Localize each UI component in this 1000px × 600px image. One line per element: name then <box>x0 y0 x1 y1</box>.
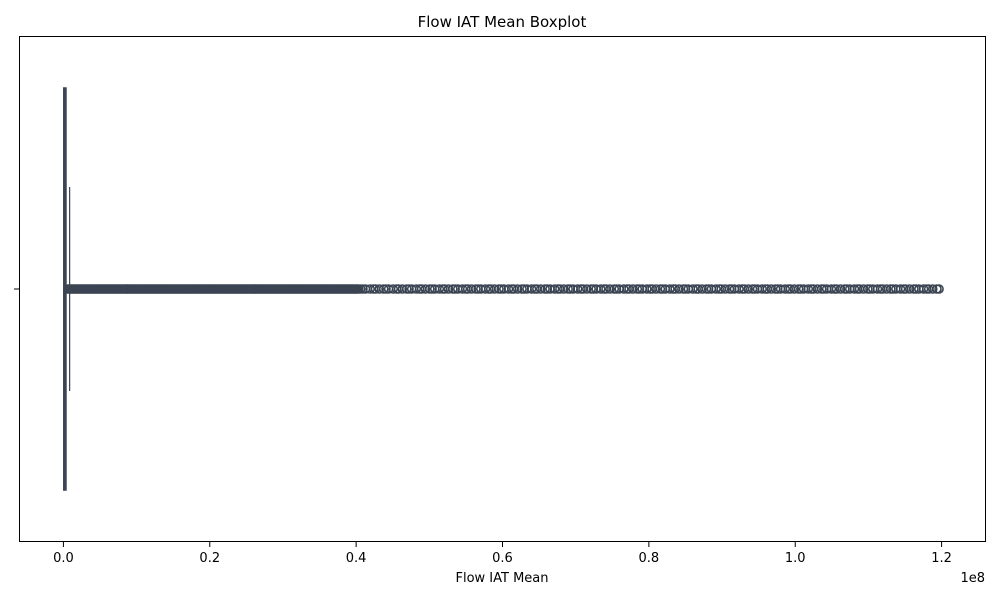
outlier-point <box>858 284 869 294</box>
outlier-point <box>895 284 906 294</box>
outlier-point <box>397 284 408 294</box>
outlier-points <box>63 284 944 294</box>
outlier-point <box>443 284 454 294</box>
outlier-point <box>374 284 385 294</box>
x-tick-label: 0.0 <box>53 551 74 566</box>
outlier-point <box>651 284 661 294</box>
outlier-point <box>489 284 500 294</box>
outlier-point <box>411 284 422 294</box>
outlier-point <box>512 284 523 294</box>
axis-offset-label: 1e8 <box>960 571 985 586</box>
chart-title: Flow IAT Mean Boxplot <box>418 13 587 31</box>
outlier-point <box>642 284 652 294</box>
outlier-point <box>605 284 615 294</box>
outlier-point <box>927 284 938 294</box>
outlier-point <box>526 284 537 294</box>
x-axis: 0.0 0.2 0.4 0.6 0.8 1.0 1.2 <box>53 541 952 566</box>
outlier-point <box>720 284 731 294</box>
outlier-point <box>803 284 814 294</box>
outlier-point <box>904 284 915 294</box>
outlier-point <box>826 284 837 294</box>
outlier-point <box>457 284 468 294</box>
x-tick-label: 1.2 <box>931 551 952 566</box>
outlier-point <box>628 284 638 294</box>
outlier-point <box>466 284 477 294</box>
outlier-point <box>688 284 698 294</box>
outlier-point <box>549 284 560 294</box>
outlier-point <box>780 284 791 294</box>
outlier-point <box>480 284 491 294</box>
outlier-point <box>711 284 721 294</box>
outlier-point <box>743 284 754 294</box>
outlier-point <box>872 284 883 294</box>
outlier-point <box>734 284 744 294</box>
outlier-point <box>535 284 546 294</box>
outlier-point <box>420 284 431 294</box>
outlier-point <box>674 284 684 294</box>
outlier-point <box>434 284 445 294</box>
outlier-point <box>595 284 606 294</box>
outlier-point <box>757 284 767 294</box>
x-tick-label: 0.4 <box>346 551 367 566</box>
outlier-point <box>388 284 399 294</box>
outlier-point <box>558 284 569 294</box>
outlier-point <box>812 284 823 294</box>
x-tick-label: 1.0 <box>785 551 806 566</box>
x-tick-label: 0.8 <box>639 551 660 566</box>
x-tick-label: 0.2 <box>199 551 220 566</box>
outlier-point <box>835 284 846 294</box>
x-tick-label: 0.6 <box>492 551 513 566</box>
outlier-point <box>697 284 707 294</box>
outlier-point <box>849 284 860 294</box>
outlier-point <box>789 284 800 294</box>
outlier-point <box>619 284 629 294</box>
outlier-point <box>918 284 929 294</box>
outlier-point <box>503 284 514 294</box>
outlier-point <box>582 284 592 294</box>
outlier-point <box>665 284 675 294</box>
x-axis-label: Flow IAT Mean <box>455 571 548 586</box>
outlier-point <box>365 284 375 294</box>
outlier-point <box>766 284 777 294</box>
outlier-point <box>572 284 583 294</box>
outlier-point <box>881 284 892 294</box>
outlier-point <box>934 284 944 294</box>
